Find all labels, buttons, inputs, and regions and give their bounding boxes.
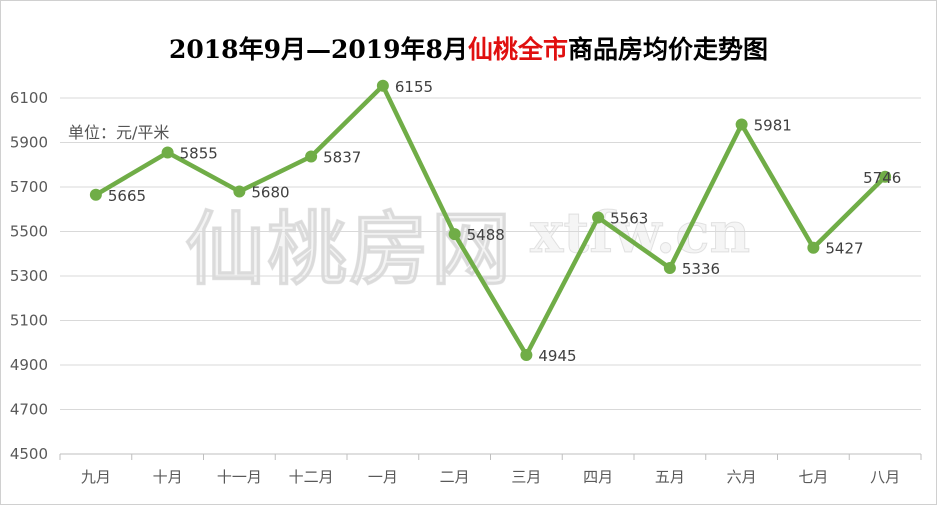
y-tick-label: 5300 bbox=[10, 267, 48, 285]
y-tick-label: 4500 bbox=[10, 445, 48, 463]
data-point bbox=[879, 170, 892, 183]
x-tick-label: 十一月 bbox=[217, 468, 262, 486]
data-label: 6155 bbox=[395, 78, 433, 96]
data-point bbox=[520, 348, 533, 361]
data-point bbox=[376, 79, 389, 92]
x-tick-label: 三月 bbox=[511, 468, 541, 486]
data-point bbox=[448, 228, 461, 241]
data-point bbox=[233, 185, 246, 198]
data-label: 5665 bbox=[108, 187, 146, 205]
title-part1: 2018年9月—2019年8月 bbox=[169, 35, 468, 64]
data-label: 5837 bbox=[323, 149, 361, 167]
data-point bbox=[89, 188, 102, 201]
y-tick-label: 5700 bbox=[10, 178, 48, 196]
y-tick-label: 5500 bbox=[10, 223, 48, 241]
data-point bbox=[305, 150, 318, 163]
data-label: 5488 bbox=[467, 226, 505, 244]
y-tick-label: 5100 bbox=[10, 312, 48, 330]
y-tick-label: 5900 bbox=[10, 134, 48, 152]
y-tick-label: 6100 bbox=[10, 89, 48, 107]
data-label: 5680 bbox=[251, 183, 289, 201]
data-label: 4945 bbox=[538, 347, 576, 365]
title-part2: 商品房均价走势图 bbox=[567, 35, 768, 64]
data-label: 5336 bbox=[682, 260, 720, 278]
x-tick-label: 二月 bbox=[440, 468, 470, 486]
unit-label: 单位：元/平米 bbox=[68, 123, 170, 142]
x-tick-label: 六月 bbox=[727, 468, 757, 486]
data-point bbox=[161, 146, 174, 159]
data-point bbox=[807, 241, 820, 254]
data-label: 5981 bbox=[754, 116, 792, 134]
x-tick-label: 四月 bbox=[583, 468, 613, 486]
x-tick-label: 九月 bbox=[81, 468, 111, 486]
x-tick-label: 十二月 bbox=[289, 468, 334, 486]
series-line bbox=[93, 83, 888, 358]
x-tick-label: 五月 bbox=[655, 468, 685, 486]
y-tick-label: 4700 bbox=[10, 401, 48, 419]
watermark-text: 仙桃房网 bbox=[185, 203, 513, 297]
data-label: 5855 bbox=[180, 145, 218, 163]
x-tick-label: 八月 bbox=[870, 468, 900, 486]
data-label: 5427 bbox=[825, 240, 863, 258]
data-point bbox=[592, 211, 605, 224]
data-label: 5746 bbox=[863, 169, 901, 187]
x-tick-label: 七月 bbox=[798, 468, 828, 486]
x-tick-label: 一月 bbox=[368, 468, 398, 486]
title-highlight: 仙桃全市 bbox=[467, 35, 568, 64]
x-tick-label: 十月 bbox=[153, 468, 183, 486]
data-label: 5563 bbox=[610, 209, 648, 227]
data-point bbox=[735, 118, 748, 131]
chart-title: 2018年9月—2019年8月仙桃全市商品房均价走势图 bbox=[0, 30, 937, 66]
y-tick-label: 4900 bbox=[10, 356, 48, 374]
data-point bbox=[663, 261, 676, 274]
watermark-domain: xtfw.cn bbox=[529, 200, 751, 267]
